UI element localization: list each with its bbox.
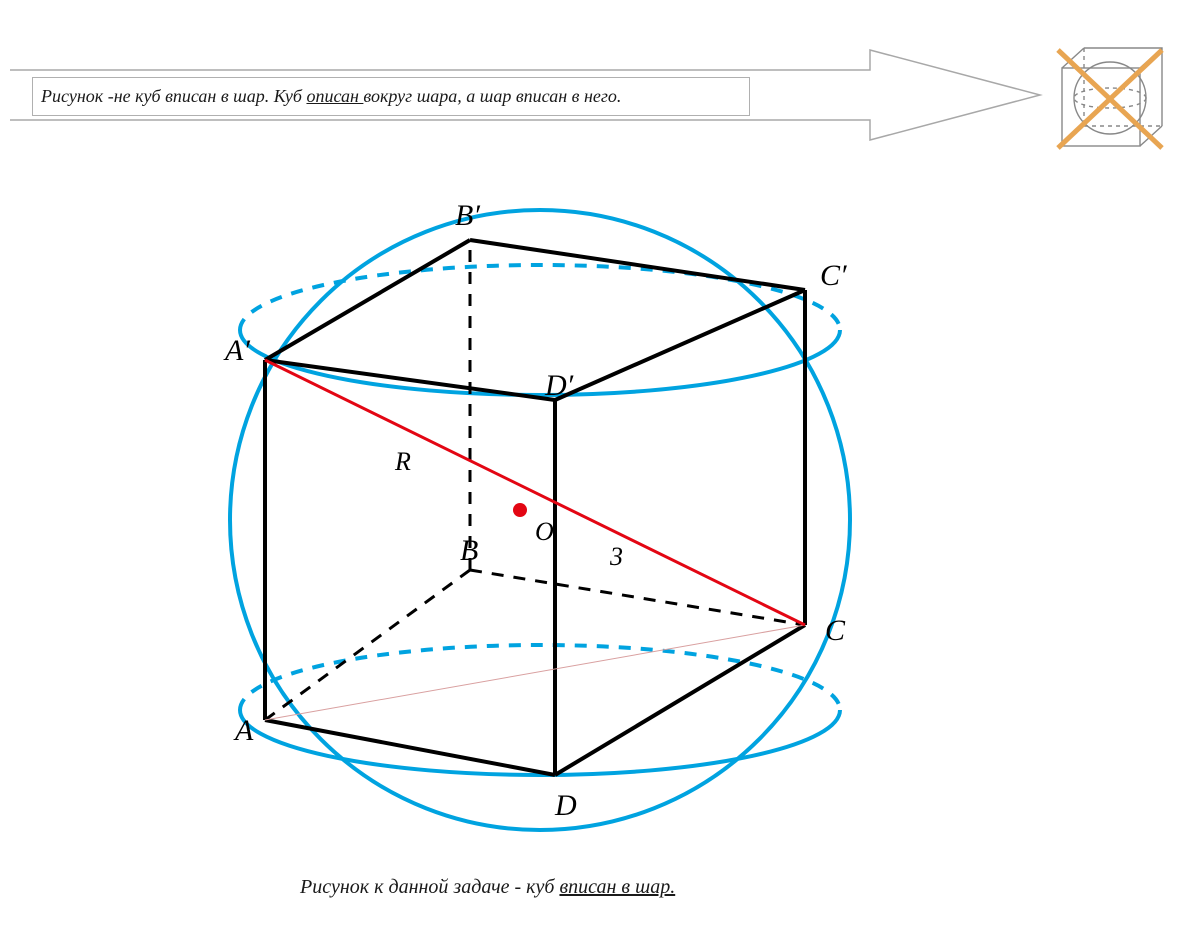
space-diagonal (265, 360, 805, 625)
top-caption-box: Рисунок -не куб вписан в шар. Куб описан… (32, 77, 750, 116)
top-caption-text-1: Рисунок -не куб вписан в шар. Куб (41, 86, 306, 106)
label-B: B (460, 534, 478, 567)
label-Dprime: D′ (544, 369, 574, 402)
label-R: R (394, 447, 411, 476)
bottom-caption: Рисунок к данной задаче - куб вписан в ш… (300, 876, 675, 899)
bottom-caption-underlined: вписан в шар. (559, 876, 675, 898)
label-Aprime: A′ (223, 334, 250, 367)
bottom-ellipse-back (240, 645, 840, 710)
label-A: A (233, 714, 254, 747)
top-caption-text-2: вокруг шара, а шар вписан в него. (363, 86, 621, 106)
main-figure: A B C D A′ B′ C′ D′ O R 3 (223, 199, 850, 830)
label-Cprime: C′ (820, 259, 847, 292)
label-Bprime: B′ (455, 199, 480, 232)
label-O: O (535, 517, 554, 546)
thumbnail-wrong-figure (1050, 40, 1170, 155)
cube-visible-edges (265, 240, 805, 775)
center-point-o (513, 503, 527, 517)
bottom-caption-text: Рисунок к данной задаче - куб (300, 876, 559, 898)
label-3: 3 (609, 542, 623, 571)
top-ellipse-front (240, 330, 840, 395)
label-D: D (554, 789, 577, 822)
bottom-ellipse-front (240, 710, 840, 775)
label-C: C (825, 614, 846, 647)
diagram-canvas: A B C D A′ B′ C′ D′ O R 3 (0, 0, 1200, 926)
top-caption-underlined: описан (306, 86, 363, 106)
